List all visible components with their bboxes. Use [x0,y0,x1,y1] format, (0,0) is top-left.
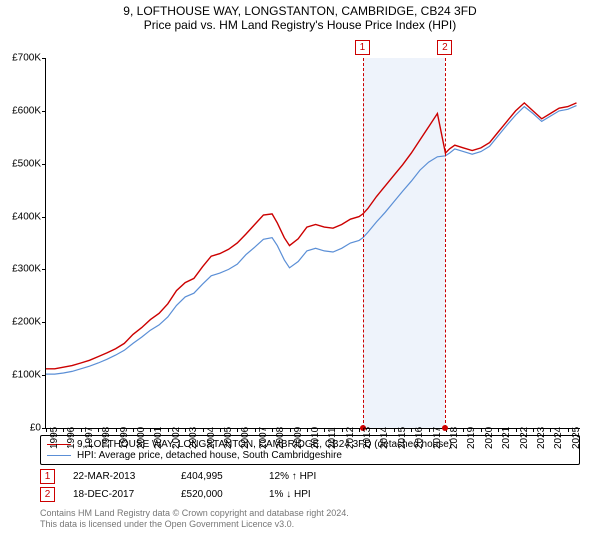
legend-text: HPI: Average price, detached house, Sout… [77,450,342,461]
x-tick-label: 1998 [101,427,112,449]
title-address: 9, LOFTHOUSE WAY, LONGSTANTON, CAMBRIDGE… [0,4,600,18]
x-tick-label: 2010 [310,427,321,449]
sale-pct: 12% ↑ HPI [269,471,316,482]
hpi-line [46,106,577,375]
y-tick-label: £400K [1,211,41,222]
x-tick-label: 2016 [414,427,425,449]
legend-item: HPI: Average price, detached house, Sout… [47,450,573,461]
x-tick-label: 2025 [571,427,582,449]
sale-badge: 2 [40,487,55,502]
marker-badge: 1 [355,40,370,55]
sale-date: 22-MAR-2013 [73,471,163,482]
x-tick-label: 2015 [397,427,408,449]
x-tick-label: 2006 [240,427,251,449]
x-tick-label: 2004 [206,427,217,449]
x-tick-label: 1999 [119,427,130,449]
price-line [46,103,577,369]
x-tick-label: 2012 [345,427,356,449]
x-tick-label: 2000 [136,427,147,449]
legend-swatch [47,455,71,456]
sale-price: £520,000 [181,489,251,500]
x-tick-label: 2017 [432,427,443,449]
footer-line: Contains HM Land Registry data © Crown c… [40,508,580,519]
sale-date: 18-DEC-2017 [73,489,163,500]
x-tick-label: 2007 [258,427,269,449]
x-tick-label: 2003 [188,427,199,449]
marker-line [363,58,364,428]
x-tick-label: 2019 [466,427,477,449]
x-tick-label: 2024 [553,427,564,449]
y-tick-label: £0 [1,423,41,434]
footer-line: This data is licensed under the Open Gov… [40,519,580,530]
marker-badge: 2 [437,40,452,55]
x-tick-label: 2018 [449,427,460,449]
title-block: 9, LOFTHOUSE WAY, LONGSTANTON, CAMBRIDGE… [0,0,600,34]
x-tick-label: 2023 [536,427,547,449]
x-tick-label: 2014 [379,427,390,449]
x-tick-label: 1995 [49,427,60,449]
y-tick-label: £700K [1,53,41,64]
x-tick-label: 2009 [293,427,304,449]
x-tick-label: 1996 [66,427,77,449]
title-subtitle: Price paid vs. HM Land Registry's House … [0,18,600,32]
y-tick-label: £600K [1,105,41,116]
footer: Contains HM Land Registry data © Crown c… [40,508,580,531]
price-chart: £0£100K£200K£300K£400K£500K£600K£700K199… [45,58,580,429]
x-tick-label: 2008 [275,427,286,449]
x-tick-label: 2001 [153,427,164,449]
y-tick-label: £100K [1,370,41,381]
document: 9, LOFTHOUSE WAY, LONGSTANTON, CAMBRIDGE… [0,0,600,560]
y-tick-label: £500K [1,158,41,169]
x-tick-label: 2011 [327,427,338,449]
x-tick-label: 2002 [171,427,182,449]
x-tick-label: 2020 [484,427,495,449]
y-tick-label: £300K [1,264,41,275]
sale-pct: 1% ↓ HPI [269,489,311,500]
x-tick-label: 2022 [519,427,530,449]
sale-row: 1 22-MAR-2013 £404,995 12% ↑ HPI [40,469,580,484]
marker-line [445,58,446,428]
x-tick-label: 2013 [362,427,373,449]
marker-dot [442,425,448,431]
sale-row: 2 18-DEC-2017 £520,000 1% ↓ HPI [40,487,580,502]
y-tick-label: £200K [1,317,41,328]
sale-price: £404,995 [181,471,251,482]
sale-badge: 1 [40,469,55,484]
x-tick-label: 2005 [223,427,234,449]
x-tick-label: 1997 [84,427,95,449]
x-tick-label: 2021 [501,427,512,449]
